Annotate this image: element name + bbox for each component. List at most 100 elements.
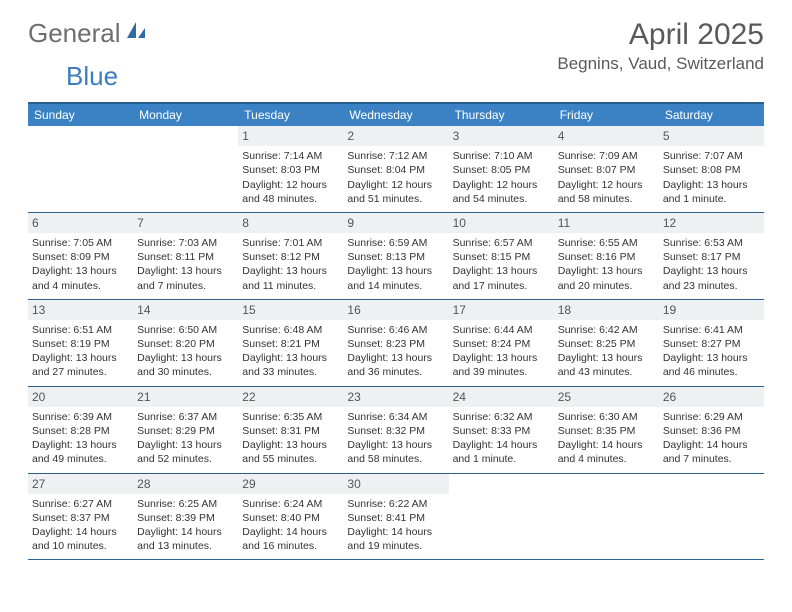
daylight-text: Daylight: 14 hours and 7 minutes. [663, 438, 760, 466]
day-cell: 16Sunrise: 6:46 AMSunset: 8:23 PMDayligh… [343, 300, 448, 386]
day-cell: . [659, 474, 764, 560]
daylight-text: Daylight: 12 hours and 54 minutes. [453, 178, 550, 206]
day-number: 8 [238, 213, 343, 233]
sunset-text: Sunset: 8:40 PM [242, 511, 339, 525]
day-number: 23 [343, 387, 448, 407]
sunset-text: Sunset: 8:39 PM [137, 511, 234, 525]
sunrise-text: Sunrise: 6:50 AM [137, 323, 234, 337]
sunset-text: Sunset: 8:05 PM [453, 163, 550, 177]
day-cell: . [28, 126, 133, 212]
daylight-text: Daylight: 13 hours and 14 minutes. [347, 264, 444, 292]
sunset-text: Sunset: 8:29 PM [137, 424, 234, 438]
day-cell: 22 Sunrise: 6:35 AMSunset: 8:31 PMDayligh… [238, 387, 343, 473]
day-number: 22 [238, 387, 343, 407]
day-cell: 9Sunrise: 6:59 AMSunset: 8:13 PMDaylight… [343, 213, 448, 299]
day-cell: 26Sunrise: 6:29 AMSunset: 8:36 PMDayligh… [659, 387, 764, 473]
sunset-text: Sunset: 8:27 PM [663, 337, 760, 351]
day-cell: 1 Sunrise: 7:14 AMSunset: 8:03 PMDaylight… [238, 126, 343, 212]
daylight-text: Daylight: 12 hours and 58 minutes. [558, 178, 655, 206]
sunset-text: Sunset: 8:25 PM [558, 337, 655, 351]
sunrise-text: Sunrise: 7:01 AM [242, 236, 339, 250]
day-cell: 5Sunrise: 7:07 AMSunset: 8:08 PMDaylight… [659, 126, 764, 212]
sunrise-text: Sunrise: 6:35 AM [242, 410, 339, 424]
sunset-text: Sunset: 8:09 PM [32, 250, 129, 264]
day-number: 26 [659, 387, 764, 407]
daylight-text: Daylight: 13 hours and 23 minutes. [663, 264, 760, 292]
sunrise-text: Sunrise: 6:44 AM [453, 323, 550, 337]
day-cell: 30 Sunrise: 6:22 AMSunset: 8:41 PMDayligh… [343, 474, 448, 560]
sunrise-text: Sunrise: 6:55 AM [558, 236, 655, 250]
sunrise-text: Sunrise: 6:27 AM [32, 497, 129, 511]
daylight-text: Daylight: 14 hours and 16 minutes. [242, 525, 339, 553]
day-number: 29 [238, 474, 343, 494]
sunset-text: Sunset: 8:24 PM [453, 337, 550, 351]
sunset-text: Sunset: 8:21 PM [242, 337, 339, 351]
calendar-table: SundayMondayTuesdayWednesdayThursdayFrid… [28, 102, 764, 560]
sunset-text: Sunset: 8:08 PM [663, 163, 760, 177]
daylight-text: Daylight: 13 hours and 58 minutes. [347, 438, 444, 466]
sunrise-text: Sunrise: 6:57 AM [453, 236, 550, 250]
daylight-text: Daylight: 13 hours and 30 minutes. [137, 351, 234, 379]
week-row: 20Sunrise: 6:39 AMSunset: 8:28 PMDayligh… [28, 387, 764, 474]
sunset-text: Sunset: 8:35 PM [558, 424, 655, 438]
sunset-text: Sunset: 8:31 PM [242, 424, 339, 438]
week-row: ..1Sunrise: 7:14 AMSunset: 8:03 PMDaylig… [28, 126, 764, 213]
sunrise-text: Sunrise: 6:42 AM [558, 323, 655, 337]
sunrise-text: Sunrise: 6:30 AM [558, 410, 655, 424]
day-cell: 24Sunrise: 6:32 AMSunset: 8:33 PMDayligh… [449, 387, 554, 473]
sunset-text: Sunset: 8:23 PM [347, 337, 444, 351]
brand-text-general: General [28, 18, 121, 49]
day-number: 18 [554, 300, 659, 320]
sunset-text: Sunset: 8:19 PM [32, 337, 129, 351]
sunset-text: Sunset: 8:37 PM [32, 511, 129, 525]
daylight-text: Daylight: 13 hours and 36 minutes. [347, 351, 444, 379]
day-number: 3 [449, 126, 554, 146]
sunrise-text: Sunrise: 6:25 AM [137, 497, 234, 511]
weekday-header: Thursday [449, 104, 554, 126]
day-number: 19 [659, 300, 764, 320]
day-cell: 11 Sunrise: 6:55 AMSunset: 8:16 PMDayligh… [554, 213, 659, 299]
day-cell: 20Sunrise: 6:39 AMSunset: 8:28 PMDayligh… [28, 387, 133, 473]
sunrise-text: Sunrise: 7:05 AM [32, 236, 129, 250]
daylight-text: Daylight: 13 hours and 20 minutes. [558, 264, 655, 292]
daylight-text: Daylight: 13 hours and 39 minutes. [453, 351, 550, 379]
week-row: 6Sunrise: 7:05 AMSunset: 8:09 PMDaylight… [28, 213, 764, 300]
sunrise-text: Sunrise: 6:22 AM [347, 497, 444, 511]
day-number: 24 [449, 387, 554, 407]
day-number: 5 [659, 126, 764, 146]
day-number: 28 [133, 474, 238, 494]
day-number: 30 [343, 474, 448, 494]
sunrise-text: Sunrise: 6:24 AM [242, 497, 339, 511]
sunset-text: Sunset: 8:41 PM [347, 511, 444, 525]
daylight-text: Daylight: 13 hours and 55 minutes. [242, 438, 339, 466]
day-cell: 3Sunrise: 7:10 AMSunset: 8:05 PMDaylight… [449, 126, 554, 212]
sunset-text: Sunset: 8:07 PM [558, 163, 655, 177]
daylight-text: Daylight: 14 hours and 19 minutes. [347, 525, 444, 553]
daylight-text: Daylight: 13 hours and 43 minutes. [558, 351, 655, 379]
day-number: 21 [133, 387, 238, 407]
sunset-text: Sunset: 8:17 PM [663, 250, 760, 264]
sunrise-text: Sunrise: 7:09 AM [558, 149, 655, 163]
sunrise-text: Sunrise: 7:07 AM [663, 149, 760, 163]
sunrise-text: Sunrise: 6:48 AM [242, 323, 339, 337]
weekday-header: Monday [133, 104, 238, 126]
day-cell: . [554, 474, 659, 560]
week-row: 13Sunrise: 6:51 AMSunset: 8:19 PMDayligh… [28, 300, 764, 387]
day-number: 12 [659, 213, 764, 233]
sunrise-text: Sunrise: 6:37 AM [137, 410, 234, 424]
sunrise-text: Sunrise: 6:34 AM [347, 410, 444, 424]
sunset-text: Sunset: 8:03 PM [242, 163, 339, 177]
sunrise-text: Sunrise: 6:51 AM [32, 323, 129, 337]
day-cell: 8Sunrise: 7:01 AMSunset: 8:12 PMDaylight… [238, 213, 343, 299]
day-number: 1 [238, 126, 343, 146]
day-number: 11 [554, 213, 659, 233]
title-block: April 2025 Begnins, Vaud, Switzerland [557, 18, 764, 74]
day-cell: . [449, 474, 554, 560]
weekday-header: Friday [554, 104, 659, 126]
sunset-text: Sunset: 8:16 PM [558, 250, 655, 264]
sunrise-text: Sunrise: 7:14 AM [242, 149, 339, 163]
daylight-text: Daylight: 14 hours and 1 minute. [453, 438, 550, 466]
daylight-text: Daylight: 12 hours and 48 minutes. [242, 178, 339, 206]
day-cell: 10Sunrise: 6:57 AMSunset: 8:15 PMDayligh… [449, 213, 554, 299]
brand-logo: General [28, 18, 149, 49]
